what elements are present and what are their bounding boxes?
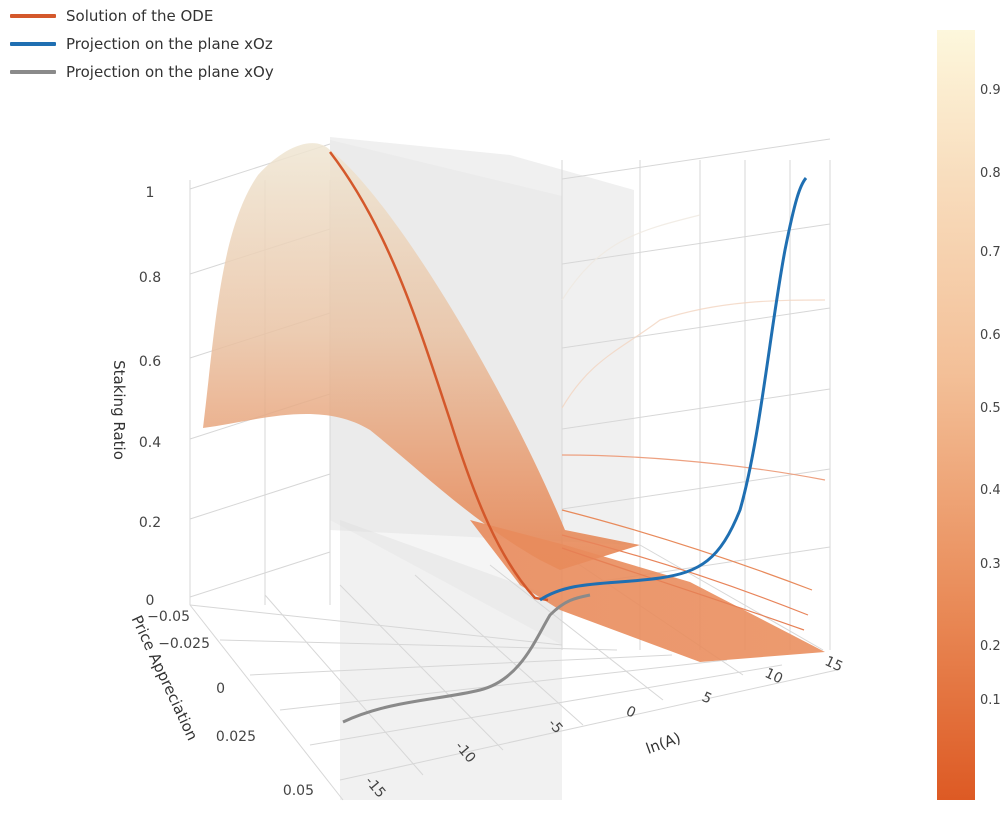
back-wall-curves	[561, 214, 826, 631]
front-plane	[340, 520, 562, 800]
x-axis-title: ln(A)	[643, 729, 683, 758]
grid-line	[189, 551, 331, 598]
y-tick-label: 0.05	[283, 783, 314, 799]
colorbar-tick-label: 0.8	[980, 166, 1001, 181]
series-line-ode-solution	[329, 151, 549, 602]
legend-swatch	[10, 42, 56, 46]
grid-line	[309, 664, 783, 746]
solution-surface	[203, 143, 640, 571]
series-line-projection-xoy	[342, 593, 591, 724]
grid-line	[561, 307, 831, 349]
z-tick-label: 0.6	[139, 354, 161, 370]
legend-swatch	[10, 14, 56, 18]
legend-label: Solution of the ODE	[66, 7, 214, 25]
x-tick-label: 0	[623, 703, 638, 721]
colorbar-tick-label: 0.9	[980, 83, 1001, 98]
colorbar-tick-label: 0.5	[980, 401, 1001, 416]
z-axis: 0 0.2 0.4 0.6 0.8 1 Staking Ratio	[110, 185, 161, 609]
legend-item-projection-xoz[interactable]: Projection on the plane xOz	[10, 30, 274, 58]
y-tick-label: 0.025	[216, 729, 256, 745]
z-tick-label: 0.8	[139, 270, 161, 286]
z-tick-label: 0	[146, 593, 155, 609]
y-tick-label: 0	[216, 681, 225, 697]
colorbar-tick-label: 0.2	[980, 639, 1001, 654]
grid-line	[414, 574, 584, 726]
grid-line	[189, 604, 563, 646]
grid-line	[219, 639, 618, 651]
colorbar-tick-label: 0.1	[980, 693, 1001, 708]
grid-line	[264, 594, 424, 776]
y-tick-label: −0.05	[147, 609, 190, 625]
grid-line	[561, 138, 831, 180]
legend-label: Projection on the plane xOy	[66, 63, 274, 81]
z-tick-label: 0.2	[139, 515, 161, 531]
colorbar-tick-label: 0.4	[980, 483, 1001, 498]
legend-label: Projection on the plane xOz	[66, 35, 273, 53]
z-tick-label: 1	[146, 185, 155, 201]
legend-swatch	[10, 70, 56, 74]
surface-floor	[470, 520, 825, 662]
grid-line	[561, 223, 831, 265]
z-axis-title: Staking Ratio	[110, 360, 128, 460]
grid-line	[639, 544, 824, 651]
y-axis-title: Price Appreciation	[128, 612, 202, 743]
legend: Solution of the ODE Projection on the pl…	[10, 2, 274, 86]
grid-line	[189, 473, 331, 520]
grid-line	[561, 388, 831, 430]
grid-line	[189, 604, 344, 801]
grid-line	[249, 654, 673, 676]
grid-line	[561, 468, 831, 510]
legend-item-projection-xoy[interactable]: Projection on the plane xOy	[10, 58, 274, 86]
z-tick-label: 0.4	[139, 435, 161, 451]
series-line-projection-xoz	[539, 177, 808, 602]
x-tick-label: 5	[699, 689, 714, 707]
colorbar: 0.1 0.2 0.3 0.4 0.5 0.6 0.7 0.8 0.9	[937, 30, 1001, 800]
colorbar-gradient	[937, 30, 975, 800]
grid-line	[279, 659, 728, 711]
y-axis: −0.05 −0.025 0 0.025 0.05 Price Apprecia…	[128, 609, 314, 799]
legend-item-ode-solution[interactable]: Solution of the ODE	[10, 2, 274, 30]
colorbar-tick-label: 0.6	[980, 328, 1001, 343]
grid-line	[489, 564, 664, 701]
x-tick-label: 10	[762, 665, 785, 687]
colorbar-tick-label: 0.3	[980, 557, 1001, 572]
y-tick-label: −0.025	[158, 636, 210, 652]
grid-line	[339, 669, 838, 781]
x-tick-label: 15	[822, 653, 845, 675]
colorbar-tick-label: 0.7	[980, 245, 1001, 260]
grid-line	[339, 584, 504, 751]
